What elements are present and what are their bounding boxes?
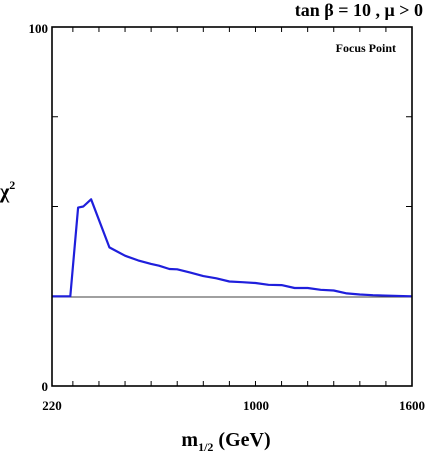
y-ticks: [52, 116, 412, 297]
x-tick-label-1000: 1000: [243, 398, 269, 413]
x-tick-label-1600: 1600: [399, 398, 425, 413]
y-axis-label: χ2: [0, 178, 15, 203]
x-axis-label: m1/2 (GeV): [181, 429, 270, 454]
x-axis-label-main: m: [181, 429, 198, 451]
x-ticks: [72, 27, 387, 386]
x-tick-label-220: 220: [42, 398, 62, 413]
y-tick-label-0: 0: [42, 379, 49, 394]
x-axis-label-unit: (GeV): [213, 429, 270, 451]
header-mu: μ: [384, 0, 395, 20]
header-beta: β: [324, 0, 334, 20]
focus-point-label: Focus Point: [336, 41, 396, 55]
header-mu-condition: > 0: [394, 0, 423, 20]
y-axis-label-sup: 2: [9, 178, 15, 192]
header-tan: tan: [294, 0, 320, 20]
x-axis-label-sub: 1/2: [198, 440, 213, 454]
header-parameters: tan β = 10 , μ > 0: [295, 0, 423, 21]
y-axis-label-main: χ: [0, 181, 10, 203]
header-equals-ten: = 10 ,: [333, 0, 385, 20]
series-line: [52, 198, 413, 298]
y-tick-label-100: 100: [29, 21, 49, 36]
plot-frame: [51, 26, 413, 387]
